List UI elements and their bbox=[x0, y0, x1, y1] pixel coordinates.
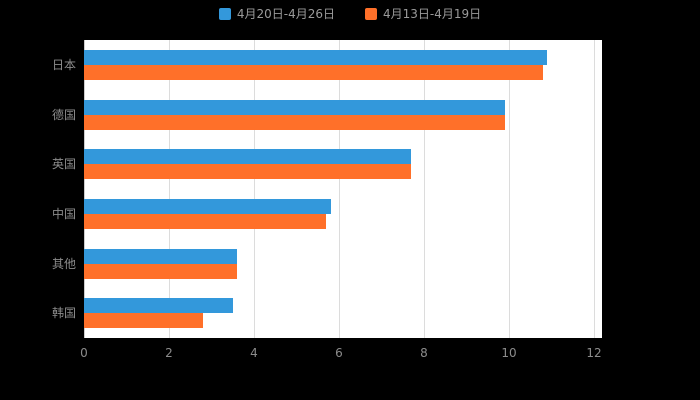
bar-series1-cat5[interactable] bbox=[84, 313, 203, 329]
bar-series0-cat2[interactable] bbox=[84, 149, 412, 165]
gridline-x-4 bbox=[254, 40, 255, 338]
bar-series1-cat0[interactable] bbox=[84, 64, 543, 80]
bar-series1-cat4[interactable] bbox=[84, 263, 237, 279]
bar-series1-cat2[interactable] bbox=[84, 164, 412, 180]
category-label-3: 中国 bbox=[51, 206, 76, 221]
category-label-4: 其他 bbox=[51, 256, 76, 271]
category-label-1: 德国 bbox=[51, 107, 76, 122]
bar-series0-cat5[interactable] bbox=[84, 298, 233, 314]
bar-series0-cat1[interactable] bbox=[84, 99, 505, 115]
legend-item-0[interactable]: 4月20日-4月26日 bbox=[218, 7, 335, 21]
category-label-5: 韩国 bbox=[51, 306, 76, 321]
category-label-2: 英国 bbox=[51, 157, 76, 172]
legend-item-1[interactable]: 4月13日-4月19日 bbox=[365, 7, 481, 21]
bar-series0-cat0[interactable] bbox=[84, 49, 548, 65]
x-tick-label-10: 10 bbox=[501, 346, 517, 360]
legend-item-label: 4月13日-4月19日 bbox=[383, 7, 482, 21]
y-axis-line bbox=[84, 40, 85, 338]
bar-series1-cat3[interactable] bbox=[84, 213, 327, 229]
x-tick-label-6: 6 bbox=[335, 346, 343, 360]
category-label-0: 日本 bbox=[51, 57, 76, 72]
gridline-x-6 bbox=[339, 40, 340, 338]
gridline-x-12 bbox=[594, 40, 595, 338]
bar-series0-cat4[interactable] bbox=[84, 248, 237, 264]
legend: 4月20日-4月26日 4月13日-4月19日 bbox=[0, 7, 700, 21]
plot-area bbox=[84, 40, 602, 338]
gridline-x-2 bbox=[169, 40, 170, 338]
gridline-x-8 bbox=[424, 40, 425, 338]
x-tick-label-12: 12 bbox=[586, 346, 602, 360]
x-tick-label-8: 8 bbox=[420, 346, 428, 360]
legend-marker-icon bbox=[218, 8, 231, 20]
gridline-x-10 bbox=[509, 40, 510, 338]
bar-series1-cat1[interactable] bbox=[84, 114, 505, 130]
x-tick-label-2: 2 bbox=[165, 346, 173, 360]
bar-series0-cat3[interactable] bbox=[84, 198, 331, 214]
legend-marker-icon bbox=[365, 8, 377, 20]
legend-item-label: 4月20日-4月26日 bbox=[236, 7, 335, 21]
x-tick-label-4: 4 bbox=[250, 346, 258, 360]
x-tick-label-0: 0 bbox=[80, 346, 88, 360]
